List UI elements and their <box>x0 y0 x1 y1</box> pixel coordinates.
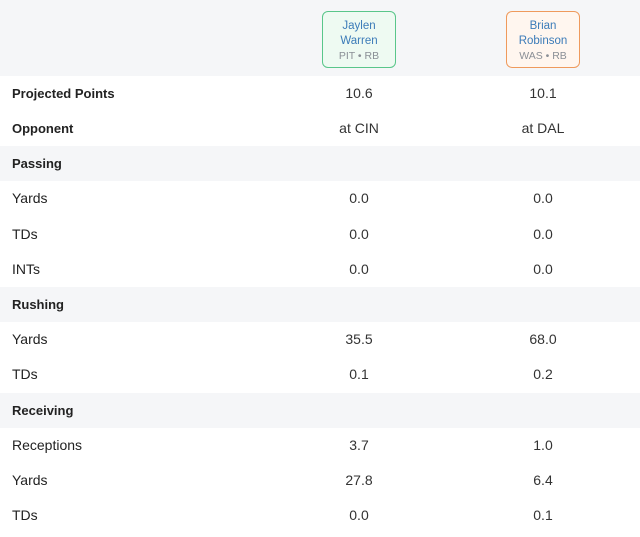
player1-value: 0.1 <box>349 366 369 383</box>
row-label: Rushing <box>12 296 64 312</box>
player2-value: 1.0 <box>533 436 553 453</box>
player1-value: 3.7 <box>349 436 369 453</box>
player2-value: 68.0 <box>529 331 557 348</box>
player-team-position: WAS • RB <box>519 50 567 62</box>
stat-row: Yards 27.8 6.4 <box>0 463 640 498</box>
row-label: Yards <box>12 471 48 488</box>
stat-row: Yards 0.0 0.0 <box>0 181 640 216</box>
row-label: Receiving <box>12 402 74 418</box>
player-last-name: Warren <box>340 35 378 47</box>
section-header-row: Receiving <box>0 392 640 428</box>
player2-value: 10.1 <box>529 85 557 101</box>
player2-value: 0.0 <box>533 225 553 242</box>
player-card-jaylen-warren[interactable]: Jaylen Warren PIT • RB <box>322 11 396 68</box>
player1-value: 10.6 <box>345 85 373 101</box>
player-card-brian-robinson[interactable]: Brian Robinson WAS • RB <box>506 11 580 68</box>
row-label: TDs <box>12 366 38 383</box>
row-label: Yards <box>12 190 48 207</box>
stat-row: Projected Points 10.6 10.1 <box>0 76 640 111</box>
stats-table: Projected Points 10.6 10.1 Opponent at CIN at… <box>0 76 640 533</box>
player2-value: at DAL <box>521 120 565 136</box>
player2-value: 0.0 <box>533 190 553 207</box>
player2-value: 0.0 <box>533 260 553 277</box>
player-first-name: Jaylen <box>342 20 376 32</box>
comparison-header: Jaylen Warren PIT • RB Brian Robinson WA… <box>0 0 640 76</box>
stat-row: Receptions 3.7 1.0 <box>0 428 640 463</box>
player1-value: 27.8 <box>345 471 373 488</box>
player1-value: 0.0 <box>349 225 369 242</box>
row-label: Passing <box>12 156 62 172</box>
player2-value: 0.2 <box>533 366 553 383</box>
player2-value: 0.1 <box>533 507 553 524</box>
row-label: Receptions <box>12 436 83 453</box>
stat-row: Yards 35.5 68.0 <box>0 322 640 357</box>
player1-value: 0.0 <box>349 260 369 277</box>
player-last-name: Robinson <box>518 35 568 47</box>
stat-row: TDs 0.0 0.0 <box>0 217 640 252</box>
row-label: Projected Points <box>12 86 115 101</box>
player-team-position: PIT • RB <box>338 50 380 62</box>
player1-value: 0.0 <box>349 190 369 207</box>
stat-row: TDs 0.0 0.1 <box>0 498 640 533</box>
section-header-row: Passing <box>0 146 640 182</box>
player1-value: at CIN <box>339 120 379 136</box>
section-header-row: Rushing <box>0 286 640 323</box>
stat-row: Opponent at CIN at DAL <box>0 111 640 146</box>
row-label: TDs <box>12 507 38 524</box>
row-label: TDs <box>12 225 38 242</box>
stat-row: INTs 0.0 0.0 <box>0 252 640 287</box>
player-first-name: Brian <box>529 20 557 32</box>
player2-value: 6.4 <box>533 471 553 488</box>
row-label: INTs <box>12 260 40 277</box>
row-label: Yards <box>12 331 48 348</box>
stat-row: TDs 0.1 0.2 <box>0 357 640 392</box>
player1-value: 0.0 <box>349 507 369 524</box>
row-label: Opponent <box>12 121 74 136</box>
player1-value: 35.5 <box>345 331 373 348</box>
